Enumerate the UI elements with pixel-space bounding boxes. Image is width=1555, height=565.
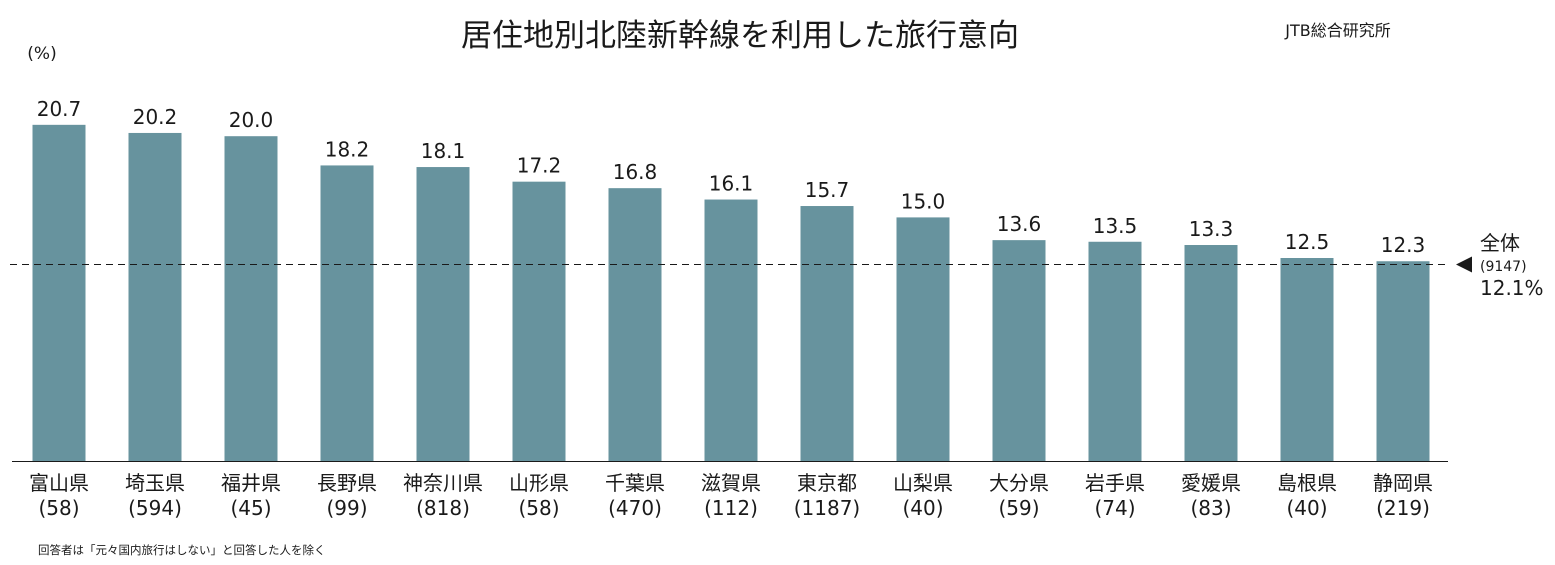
- sample-size-label-14: (40): [1286, 496, 1327, 520]
- sample-size-label-2: (594): [128, 496, 182, 520]
- sample-size-label-3: (45): [230, 496, 271, 520]
- category-label-13: 愛媛県: [1181, 471, 1241, 495]
- value-label-14: 12.5: [1285, 230, 1330, 254]
- sample-size-label-13: (83): [1190, 496, 1231, 520]
- sample-size-label-15: (219): [1376, 496, 1430, 520]
- bar-6: [512, 181, 566, 461]
- bar-9: [800, 206, 854, 461]
- value-label-6: 17.2: [517, 154, 562, 178]
- category-label-6: 山形県: [509, 471, 569, 495]
- bar-13: [1184, 245, 1238, 461]
- reference-marker-icon: [1456, 256, 1472, 273]
- value-label-15: 12.3: [1381, 233, 1426, 257]
- sample-size-label-7: (470): [608, 496, 662, 520]
- sample-size-label-5: (818): [416, 496, 470, 520]
- value-label-8: 16.1: [709, 172, 754, 196]
- sample-size-label-10: (40): [902, 496, 943, 520]
- value-label-5: 18.1: [421, 139, 466, 163]
- sample-size-label-9: (1187): [794, 496, 861, 520]
- bar-1: [32, 124, 86, 461]
- bar-7: [608, 188, 662, 461]
- value-label-1: 20.7: [37, 97, 82, 121]
- category-label-15: 静岡県: [1373, 471, 1433, 495]
- bar-15: [1376, 261, 1430, 461]
- source-label: JTB総合研究所: [1284, 21, 1390, 40]
- sample-size-label-4: (99): [326, 496, 367, 520]
- category-label-2: 埼玉県: [125, 471, 185, 495]
- value-label-12: 13.5: [1093, 214, 1138, 238]
- bar-5: [416, 167, 470, 461]
- category-label-12: 岩手県: [1085, 471, 1145, 495]
- value-label-2: 20.2: [133, 105, 178, 129]
- sample-size-label-11: (59): [998, 496, 1039, 520]
- value-label-3: 20.0: [229, 108, 274, 132]
- bar-10: [896, 217, 950, 461]
- bar-3: [224, 136, 278, 461]
- bar-4: [320, 165, 374, 461]
- category-label-14: 島根県: [1277, 471, 1337, 495]
- category-label-11: 大分県: [989, 471, 1049, 495]
- category-label-4: 長野県: [317, 471, 377, 495]
- category-label-10: 山梨県: [893, 471, 953, 495]
- bar-12: [1088, 241, 1142, 461]
- value-labels-group: 20.7 20.2 20.0 18.2 18.1 17.2 16.8 16.1 15.7 15.0…: [37, 97, 1426, 257]
- overall-value-label: 12.1%: [1480, 276, 1544, 300]
- category-labels-group: 富山県(58)埼玉県(594)福井県(45)長野県(99)神奈川県(818)山形…: [29, 471, 1433, 520]
- value-label-13: 13.3: [1189, 217, 1234, 241]
- category-label-9: 東京都: [797, 471, 857, 495]
- bar-2: [128, 132, 182, 461]
- bar-11: [992, 240, 1046, 461]
- value-label-11: 13.6: [997, 212, 1042, 236]
- bars-group: [32, 124, 1430, 461]
- sample-size-label-8: (112): [704, 496, 758, 520]
- bar-14: [1280, 258, 1334, 461]
- sample-size-label-12: (74): [1094, 496, 1135, 520]
- sample-size-label-1: (58): [38, 496, 79, 520]
- category-label-3: 福井県: [221, 471, 281, 495]
- overall-sample-size: (9147): [1480, 259, 1527, 275]
- category-label-5: 神奈川県: [403, 471, 483, 495]
- category-label-8: 滋賀県: [701, 471, 761, 495]
- footnote: 回答者は「元々国内旅行はしない」と回答した人を除く: [38, 543, 326, 557]
- overall-label: 全体: [1480, 231, 1520, 255]
- sample-size-label-6: (58): [518, 496, 559, 520]
- value-label-9: 15.7: [805, 178, 850, 202]
- chart-title: 居住地別北陸新幹線を利用した旅行意向: [461, 18, 1019, 54]
- value-label-4: 18.2: [325, 137, 370, 161]
- value-label-7: 16.8: [613, 160, 658, 184]
- y-unit-label: (%): [27, 44, 56, 64]
- category-label-7: 千葉県: [605, 471, 665, 495]
- category-label-1: 富山県: [29, 471, 89, 495]
- value-label-10: 15.0: [901, 189, 946, 213]
- bar-8: [704, 199, 758, 461]
